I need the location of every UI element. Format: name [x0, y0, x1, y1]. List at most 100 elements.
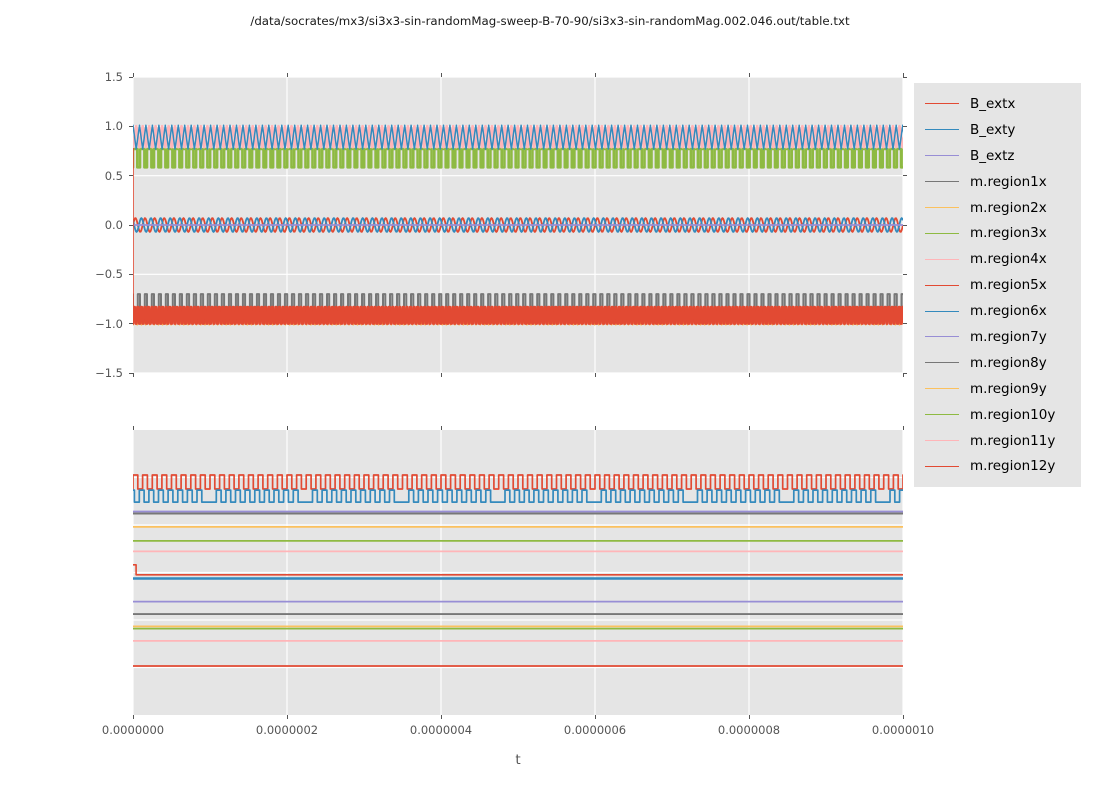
y-tick-mark: [129, 76, 133, 78]
legend-label: m.region1x: [970, 173, 1047, 190]
legend-line-sample: [925, 310, 959, 312]
series-m.region6x: [133, 124, 903, 150]
y-tick-mark: [903, 273, 907, 275]
x-tick-mark: [440, 426, 442, 430]
series-m.region5x: [133, 305, 903, 325]
x-tick-label: 0.0000010: [871, 723, 935, 737]
series-m.region4x: [133, 124, 903, 149]
legend-label: m.region4x: [970, 251, 1047, 268]
x-tick-mark: [594, 73, 596, 77]
legend-label: m.region3x: [970, 225, 1047, 242]
legend-line-sample: [925, 103, 959, 105]
legend-line-sample: [925, 129, 959, 131]
x-axis-label: t: [515, 752, 521, 768]
legend-line-sample: [925, 465, 959, 467]
legend-label: m.region11y: [970, 432, 1056, 449]
legend-line-sample: [925, 258, 959, 260]
series-red-step: [133, 564, 903, 576]
top-plot-canvas: [133, 77, 903, 373]
legend-item: m.region2x: [914, 195, 1081, 221]
legend-line-sample: [925, 362, 959, 364]
y-tick-mark: [903, 372, 907, 374]
legend-item: B_exty: [914, 117, 1081, 143]
legend-item: m.region10y: [914, 402, 1081, 428]
legend-item: B_extz: [914, 143, 1081, 169]
y-tick-mark: [903, 125, 907, 127]
legend-label: m.region7y: [970, 328, 1047, 345]
legend-line-sample: [925, 181, 959, 183]
legend-line-sample: [925, 232, 959, 234]
legend-label: m.region2x: [970, 199, 1047, 216]
x-tick-mark: [286, 715, 288, 719]
legend-label: B_exty: [970, 121, 1016, 138]
y-tick-label: 0.5: [104, 168, 123, 183]
y-tick-label: 1.5: [104, 70, 123, 84]
axes-top: [133, 77, 903, 373]
x-tick-mark: [286, 373, 288, 377]
legend: B_extx B_exty B_extz m.region1x m.region2x m.…: [914, 83, 1081, 488]
legend-item: m.region12y: [914, 453, 1081, 479]
x-tick-mark: [440, 73, 442, 77]
legend-item: m.region7y: [914, 324, 1081, 350]
legend-label: m.region12y: [970, 458, 1056, 475]
x-tick-mark: [748, 373, 750, 377]
y-tick-mark: [129, 175, 133, 177]
legend-item: m.region11y: [914, 428, 1081, 454]
x-tick-mark: [132, 715, 134, 719]
legend-label: B_extx: [970, 95, 1016, 112]
y-tick-mark: [129, 323, 133, 325]
x-tick-mark: [748, 715, 750, 719]
series-blue-square-wave: [133, 489, 903, 503]
x-tick-label: 0.0000004: [409, 723, 473, 737]
series-m.region3x: [133, 147, 903, 169]
x-tick-mark: [902, 426, 904, 430]
x-tick-mark: [440, 715, 442, 719]
y-tick-label: −1.5: [95, 366, 123, 380]
x-tick-mark: [440, 373, 442, 377]
bottom-plot-canvas: [133, 430, 903, 715]
y-tick-mark: [903, 323, 907, 325]
y-tick-mark: [903, 175, 907, 177]
x-tick-mark: [594, 426, 596, 430]
y-tick-mark: [903, 224, 907, 226]
x-tick-mark: [286, 426, 288, 430]
series-red-square-wave: [133, 474, 903, 490]
legend-line-sample: [925, 388, 959, 390]
legend-label: B_extz: [970, 147, 1015, 164]
x-tick-mark: [132, 73, 134, 77]
x-tick-mark: [132, 426, 134, 430]
x-tick-mark: [594, 373, 596, 377]
legend-label: m.region9y: [970, 380, 1047, 397]
x-tick-mark: [286, 73, 288, 77]
legend-label: m.region6x: [970, 303, 1047, 320]
x-tick-mark: [902, 715, 904, 719]
y-tick-mark: [129, 273, 133, 275]
x-tick-mark: [594, 715, 596, 719]
series-B_exty: [133, 217, 903, 233]
legend-line-sample: [925, 440, 959, 442]
legend-item: m.region8y: [914, 350, 1081, 376]
x-tick-mark: [902, 373, 904, 377]
legend-line-sample: [925, 284, 959, 286]
x-tick-label: 0.0000008: [717, 723, 781, 737]
x-tick-label: 0.0000002: [255, 723, 319, 737]
x-tick-mark: [748, 73, 750, 77]
legend-item: B_extx: [914, 91, 1081, 117]
y-tick-label: 1.0: [104, 119, 123, 134]
plot-title: /data/socrates/mx3/si3x3-sin-randomMag-s…: [250, 14, 850, 28]
y-tick-mark: [129, 125, 133, 127]
legend-item: m.region4x: [914, 246, 1081, 272]
legend-item: m.region6x: [914, 298, 1081, 324]
legend-item: m.region1x: [914, 169, 1081, 195]
legend-item: m.region3x: [914, 220, 1081, 246]
legend-label: m.region5x: [970, 277, 1047, 294]
legend-label: m.region8y: [970, 354, 1047, 371]
legend-line-sample: [925, 414, 959, 416]
x-tick-mark: [132, 373, 134, 377]
x-tick-label: 0.0000006: [563, 723, 627, 737]
y-tick-label: −1.0: [95, 316, 123, 331]
legend-line-sample: [925, 155, 959, 157]
x-tick-label: 0.0000000: [101, 723, 165, 737]
y-tick-mark: [903, 76, 907, 78]
